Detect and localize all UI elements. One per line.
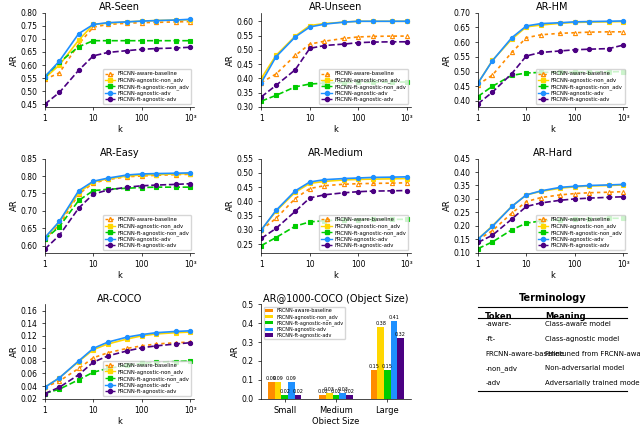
Text: Token: Token [485, 312, 513, 321]
Y-axis label: AR: AR [231, 346, 240, 357]
Text: Terminology: Terminology [519, 293, 586, 303]
Text: 0.03: 0.03 [337, 387, 348, 392]
Legend: FRCNN-aware-baseline, FRCNN-agnostic-non_adv, FRCNN-ft-agnostic-non_adv, FRCNN-a: FRCNN-aware-baseline, FRCNN-agnostic-non… [536, 70, 625, 104]
Text: Adversarially trained model: Adversarially trained model [545, 380, 640, 386]
Text: 0.02: 0.02 [292, 389, 303, 394]
Legend: FRCNN-aware-baseline, FRCNN-agnostic-non_adv, FRCNN-ft-agnostic-non_adv, FRCNN-a: FRCNN-aware-baseline, FRCNN-agnostic-non… [103, 361, 191, 396]
Y-axis label: AR: AR [10, 54, 19, 66]
Bar [390, 321, 397, 399]
Legend: FRCNN-aware-baseline, FRCNN-agnostic-non_adv, FRCNN-ft-agnostic-non_adv, FRCNN-a: FRCNN-aware-baseline, FRCNN-agnostic-non… [536, 215, 625, 250]
Text: 0.32: 0.32 [395, 332, 406, 338]
Text: 0.02: 0.02 [317, 389, 328, 394]
Bar [275, 382, 282, 399]
Y-axis label: AR: AR [10, 200, 19, 212]
Text: Class-agnostic model: Class-agnostic model [545, 336, 620, 342]
X-axis label: k: k [333, 271, 339, 280]
Text: 0.15: 0.15 [382, 364, 393, 369]
X-axis label: k: k [550, 125, 555, 134]
Legend: FRCNN-aware-baseline, FRCNN-agnostic-non_adv, FRCNN-ft-agnostic-non_adv, FRCNN-a: FRCNN-aware-baseline, FRCNN-agnostic-non… [103, 215, 191, 250]
Title: AR-COCO: AR-COCO [97, 294, 142, 304]
Text: FRCNN-aware-baseline: FRCNN-aware-baseline [485, 351, 564, 357]
Legend: FRCNN-aware-baseline, FRCNN-agnostic-non_adv, FRCNN-ft-agnostic-non_adv, FRCNN-a: FRCNN-aware-baseline, FRCNN-agnostic-non… [103, 70, 191, 104]
X-axis label: k: k [333, 125, 339, 134]
Text: 0.09: 0.09 [273, 376, 284, 381]
Bar [326, 393, 333, 399]
Title: AR-Unseen: AR-Unseen [309, 2, 363, 12]
Text: Class-aware model: Class-aware model [545, 321, 611, 327]
Bar [339, 393, 346, 399]
Bar [295, 395, 301, 399]
Text: 0.03: 0.03 [324, 387, 335, 392]
Bar [333, 395, 339, 399]
Bar [397, 338, 404, 399]
Text: -adv: -adv [485, 380, 500, 386]
Text: 0.09: 0.09 [266, 376, 277, 381]
Bar [377, 327, 384, 399]
Text: 0.38: 0.38 [375, 321, 386, 326]
Legend: FRCNN-aware-baseline, FRCNN-agnostic-non_adv, FRCNN-ft-agnostic-non_adv, FRCNN-a: FRCNN-aware-baseline, FRCNN-agnostic-non… [319, 70, 408, 104]
Bar [268, 382, 275, 399]
Text: Non-adversarial model: Non-adversarial model [545, 365, 624, 371]
Bar [319, 395, 326, 399]
Title: AR@1000-COCO (Object Size): AR@1000-COCO (Object Size) [263, 294, 409, 304]
Text: Meaning: Meaning [545, 312, 586, 321]
X-axis label: k: k [117, 271, 122, 280]
X-axis label: Object Size: Object Size [312, 417, 360, 424]
Text: -ft-: -ft- [485, 336, 495, 342]
Text: 0.15: 0.15 [369, 364, 380, 369]
X-axis label: k: k [550, 271, 555, 280]
Y-axis label: AR: AR [10, 346, 19, 357]
Title: AR-Hard: AR-Hard [532, 148, 573, 158]
Text: -aware-: -aware- [485, 321, 511, 327]
X-axis label: k: k [117, 417, 122, 424]
Title: AR-Medium: AR-Medium [308, 148, 364, 158]
Y-axis label: AR: AR [443, 54, 452, 66]
Y-axis label: AR: AR [227, 200, 236, 212]
Title: AR-Seen: AR-Seen [99, 2, 140, 12]
Legend: FRCNN-aware-baseline, FRCNN-agnostic-non_adv, FRCNN-ft-agnostic-non_adv, FRCNN-a: FRCNN-aware-baseline, FRCNN-agnostic-non… [264, 307, 345, 339]
Bar [346, 395, 353, 399]
Text: -non_adv: -non_adv [485, 365, 517, 372]
Text: 0.02: 0.02 [331, 389, 341, 394]
Bar [371, 370, 377, 399]
Text: Finetuned from FRCNN-aware-baseline: Finetuned from FRCNN-aware-baseline [545, 351, 640, 357]
Title: AR-Easy: AR-Easy [100, 148, 140, 158]
Text: 0.41: 0.41 [388, 315, 399, 321]
Bar [282, 395, 288, 399]
Text: 0.02: 0.02 [279, 389, 290, 394]
Y-axis label: AR: AR [443, 200, 452, 212]
Bar [384, 370, 390, 399]
Title: AR-HM: AR-HM [536, 2, 569, 12]
Text: 0.09: 0.09 [286, 376, 297, 381]
Text: 0.02: 0.02 [344, 389, 355, 394]
Y-axis label: AR: AR [227, 54, 236, 66]
Legend: FRCNN-aware-baseline, FRCNN-agnostic-non_adv, FRCNN-ft-agnostic-non_adv, FRCNN-a: FRCNN-aware-baseline, FRCNN-agnostic-non… [319, 215, 408, 250]
Bar [288, 382, 295, 399]
X-axis label: k: k [117, 125, 122, 134]
